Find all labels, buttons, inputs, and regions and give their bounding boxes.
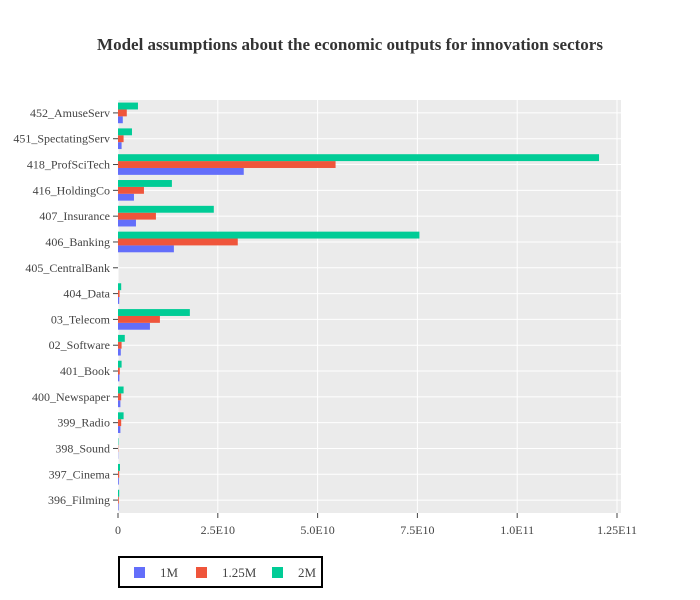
y-tick-label: 404_Data [63,287,110,301]
x-tick-label: 5.0E10 [300,523,334,537]
bar-1M-400_Newspaper[interactable] [118,400,121,408]
bar-1M-397_Cinema[interactable] [118,477,119,485]
bar-1-25M-399_Radio[interactable] [118,419,122,427]
legend[interactable]: 1M 1.25M 2M [118,556,323,588]
bar-1-25M-397_Cinema[interactable] [118,470,120,478]
y-tick-label: 02_Software [49,338,110,352]
bar-2M-399_Radio[interactable] [118,412,124,420]
bar-1M-451_SpectatingServ[interactable] [118,142,122,150]
bar-2M-03_Telecom[interactable] [118,309,190,316]
y-tick-label: 397_Cinema [49,467,111,481]
legend-label-2M[interactable]: 2M [298,565,317,580]
y-tick-label: 03_Telecom [51,312,111,326]
bar-2M-404_Data[interactable] [118,283,122,291]
bar-2M-401_Book[interactable] [118,360,122,368]
legend-label-1-25M[interactable]: 1.25M [222,565,257,580]
bar-1-25M-404_Data[interactable] [118,290,120,298]
bar-2M-407_Insurance[interactable] [118,205,214,213]
bar-2M-418_ProfSciTech[interactable] [118,154,600,162]
bar-2M-406_Banking[interactable] [118,231,420,239]
bar-1M-407_Insurance[interactable] [118,219,136,227]
legend-box [118,556,323,588]
y-tick-label: 451_SpectatingServ [13,132,110,146]
bar-1M-396_Filming[interactable] [118,503,119,511]
bar-1-25M-418_ProfSciTech[interactable] [118,161,336,168]
y-tick-label: 416_HoldingCo [33,183,110,197]
y-tick-label: 405_CentralBank [25,261,110,275]
legend-swatch-2M[interactable] [272,567,283,578]
bar-1-25M-407_Insurance[interactable] [118,212,156,220]
chart-title: Model assumptions about the economic out… [97,35,603,54]
legend-swatch-1M[interactable] [134,567,145,578]
bar-1M-418_ProfSciTech[interactable] [118,167,244,175]
y-tick-label: 400_Newspaper [32,390,110,404]
bar-1M-401_Book[interactable] [118,374,120,382]
bar-2M-416_HoldingCo[interactable] [118,180,172,187]
bars [118,102,600,511]
bar-2M-02_Software[interactable] [118,334,125,342]
bar-2M-396_Filming[interactable] [118,489,120,497]
y-tick-label: 406_Banking [45,235,110,249]
bar-1-25M-401_Book[interactable] [118,367,120,375]
bar-1-25M-02_Software[interactable] [118,341,122,349]
bar-2M-397_Cinema[interactable] [118,463,120,471]
bar-1-25M-400_Newspaper[interactable] [118,393,122,401]
x-tick-label: 0 [115,523,121,537]
bar-1-25M-452_AmuseServ[interactable] [118,109,127,117]
y-tick-label: 401_Book [60,364,110,378]
bar-1-25M-03_Telecom[interactable] [118,315,160,323]
bar-1M-452_AmuseServ[interactable] [118,116,123,124]
bar-2M-400_Newspaper[interactable] [118,386,124,394]
bar-1-25M-416_HoldingCo[interactable] [118,186,144,194]
y-tick-label: 407_Insurance [39,209,110,223]
bar-1-25M-451_SpectatingServ[interactable] [118,135,124,143]
x-tick-label: 7.5E10 [400,523,434,537]
bar-1M-404_Data[interactable] [118,297,120,304]
y-tick-label: 452_AmuseServ [30,106,110,120]
x-tick-label: 1.25E11 [597,523,637,537]
x-axis: 0 2.5E10 5.0E10 7.5E10 1.0E11 1.25E11 [115,513,637,537]
y-tick-label: 398_Sound [55,441,110,455]
y-tick-label: 396_Filming [48,493,110,507]
bar-1M-416_HoldingCo[interactable] [118,193,134,201]
bar-1-25M-406_Banking[interactable] [118,238,238,246]
y-tick-label: 418_ProfSciTech [27,158,110,172]
legend-swatch-1-25M[interactable] [196,567,207,578]
bar-1-25M-396_Filming[interactable] [118,496,119,504]
bar-1M-406_Banking[interactable] [118,245,174,253]
x-tick-label: 2.5E10 [201,523,235,537]
bar-2M-451_SpectatingServ[interactable] [118,128,132,136]
bar-1M-02_Software[interactable] [118,348,121,356]
y-tick-label: 399_Radio [57,416,110,430]
x-tick-label: 1.0E11 [500,523,534,537]
y-axis: 396_Filming 397_Cinema 398_Sound 399_Radio 4… [13,106,118,507]
bar-1M-03_Telecom[interactable] [118,322,150,330]
bar-2M-452_AmuseServ[interactable] [118,102,138,110]
bar-1M-399_Radio[interactable] [118,426,121,433]
legend-label-1M[interactable]: 1M [160,565,179,580]
